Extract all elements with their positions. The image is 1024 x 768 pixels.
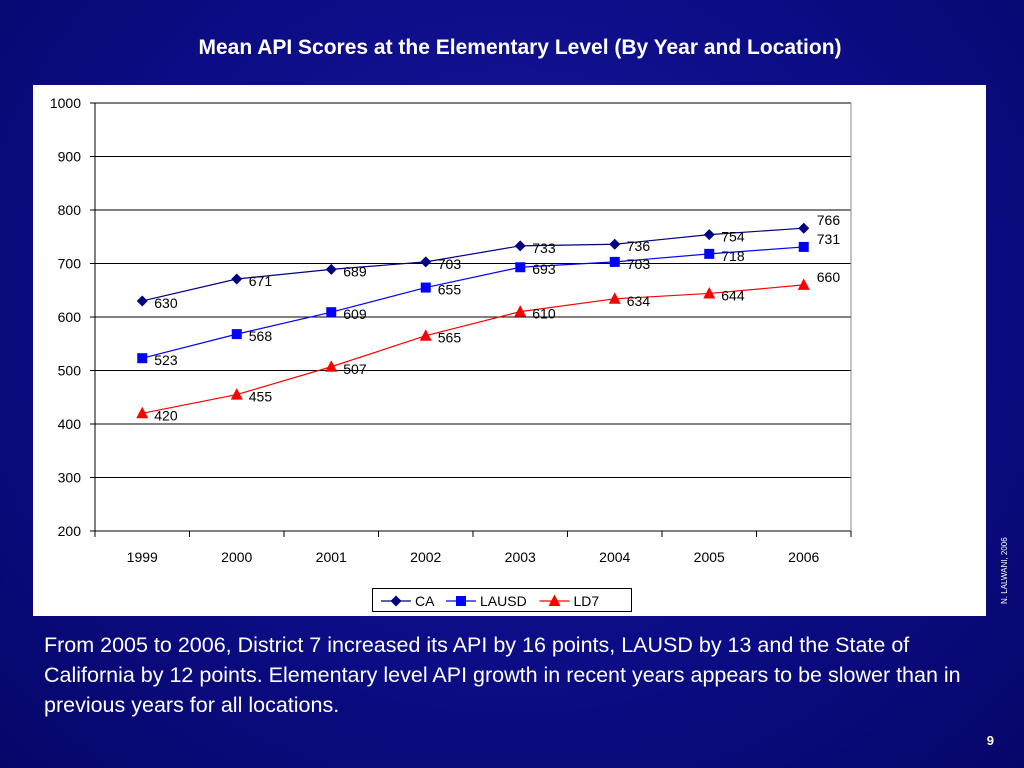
data-point-lausd <box>420 282 431 293</box>
data-point-lausd <box>798 241 809 252</box>
data-label-ca: 703 <box>438 256 462 272</box>
data-point-ca <box>420 256 432 268</box>
y-tick-label: 500 <box>58 363 82 379</box>
data-point-ld7 <box>325 360 338 372</box>
legend-marker-ca <box>390 595 402 607</box>
data-point-ld7 <box>514 305 527 317</box>
data-label-ca: 671 <box>249 273 273 289</box>
data-label-lausd: 718 <box>721 248 745 264</box>
data-label-lausd: 703 <box>627 256 651 272</box>
data-label-ca: 630 <box>154 295 178 311</box>
data-label-ca: 689 <box>343 263 367 279</box>
y-tick-label: 900 <box>58 149 82 165</box>
legend-entries: CA LAUSD LD7 <box>381 593 600 609</box>
x-tick-label: 2005 <box>694 549 725 565</box>
data-label-ld7: 634 <box>627 293 651 309</box>
data-point-ca <box>136 295 148 307</box>
data-label-ld7: 455 <box>249 389 273 405</box>
y-tick-label: 400 <box>58 416 82 432</box>
x-tick-label: 2001 <box>316 549 347 565</box>
data-label-ld7: 644 <box>721 287 745 303</box>
data-label-lausd: 523 <box>154 352 178 368</box>
data-point-ld7 <box>797 278 810 290</box>
legend-label-ld7: LD7 <box>574 593 600 609</box>
data-label-ld7: 660 <box>817 269 841 285</box>
data-point-lausd <box>137 353 148 364</box>
slide-title: Mean API Scores at the Elementary Level … <box>198 36 842 59</box>
y-tick-label: 200 <box>58 523 82 539</box>
data-label-ld7: 565 <box>438 330 462 346</box>
y-tick-label: 1000 <box>50 95 81 111</box>
author-credit: N. LALWANI, 2006 <box>1000 537 1009 604</box>
series-line-ld7 <box>142 284 804 414</box>
x-tick-label: 2000 <box>221 549 252 565</box>
y-tick-label: 800 <box>58 202 82 218</box>
data-point-ca <box>609 238 621 250</box>
data-label-ld7: 420 <box>154 407 178 423</box>
data-label-ca: 736 <box>627 238 651 254</box>
x-tick-label: 2003 <box>505 549 536 565</box>
x-tick-label: 2002 <box>410 549 441 565</box>
data-label-ca: 754 <box>721 229 745 245</box>
data-label-lausd: 731 <box>817 231 841 247</box>
x-tick-label: 2006 <box>788 549 819 565</box>
data-point-ld7 <box>230 388 243 400</box>
data-point-lausd <box>515 262 526 273</box>
x-tick-label: 2004 <box>599 549 630 565</box>
data-label-lausd: 609 <box>343 306 367 322</box>
data-point-ld7 <box>608 292 621 304</box>
chart-legend: CA LAUSD LD7 <box>372 588 632 612</box>
data-label-lausd: 568 <box>249 328 273 344</box>
data-label-ca: 766 <box>817 212 841 228</box>
legend-label-lausd: LAUSD <box>480 593 527 609</box>
x-tick-label: 1999 <box>127 549 158 565</box>
series-line-ca <box>142 227 804 302</box>
data-label-ca: 733 <box>532 240 556 256</box>
y-tick-label: 600 <box>58 309 82 325</box>
data-point-lausd <box>704 248 715 259</box>
data-point-lausd <box>231 329 242 340</box>
legend-label-ca: CA <box>415 593 435 609</box>
data-point-ca <box>798 222 810 234</box>
y-tick-label: 700 <box>58 256 82 272</box>
data-point-ld7 <box>419 329 432 341</box>
data-point-ca <box>325 263 337 275</box>
page-number: 9 <box>986 733 994 748</box>
data-point-ca <box>514 240 526 252</box>
chart-panel: 200 300 400 500 600 700 800 900 1000 1999 2000 2001… <box>33 85 986 616</box>
data-point-ca <box>703 229 715 241</box>
data-label-lausd: 655 <box>438 282 462 298</box>
legend-marker-ld7 <box>548 594 561 606</box>
data-point-ld7 <box>703 286 716 299</box>
data-label-lausd: 693 <box>532 261 556 277</box>
legend-marker-lausd <box>456 596 466 606</box>
y-tick-label: 300 <box>58 470 82 486</box>
slide-caption: From 2005 to 2006, District 7 increased … <box>44 633 961 717</box>
data-point-lausd <box>609 256 620 267</box>
data-point-lausd <box>326 307 337 318</box>
data-label-ld7: 507 <box>343 361 367 377</box>
data-label-ld7: 610 <box>532 306 556 322</box>
data-point-ld7 <box>136 406 149 419</box>
series-line-lausd <box>142 246 804 359</box>
data-point-ca <box>231 273 243 285</box>
line-chart: 200 300 400 500 600 700 800 900 1000 1999 2000 2001… <box>50 95 852 565</box>
